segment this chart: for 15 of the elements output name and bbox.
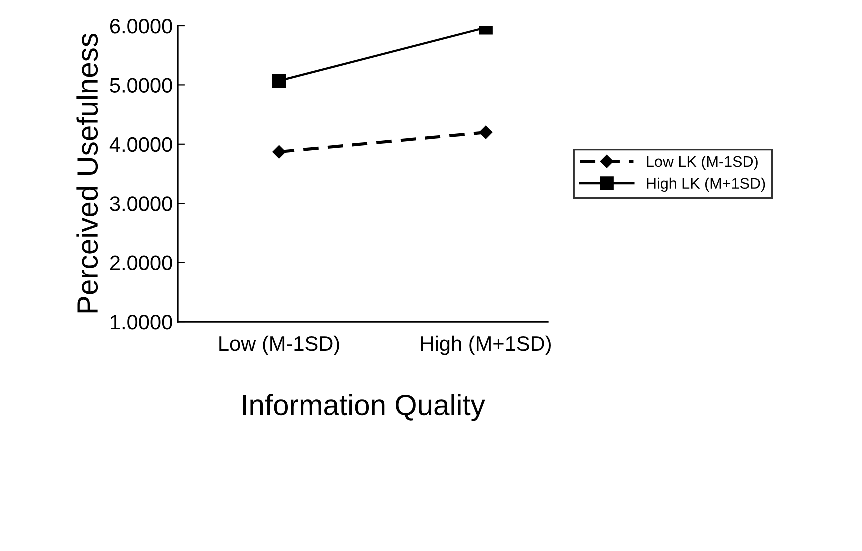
y-tick-label: 5.0000 <box>110 78 172 93</box>
x-axis-title: Information Quality <box>243 394 486 422</box>
point <box>272 146 286 159</box>
x-tick-label: High (M+1SD) <box>421 336 551 356</box>
point <box>479 126 493 140</box>
y-tick-label: 3.0000 <box>110 196 172 212</box>
y-axis-title: Perceived Usefulness <box>76 34 98 313</box>
y-tick-label: 1.0000 <box>111 315 172 330</box>
legend-label: Low LK (M-1SD) <box>647 156 758 170</box>
point <box>272 74 286 88</box>
y-tick-label: 2.0000 <box>110 256 172 271</box>
y-tick-label: 6.0000 <box>110 19 172 34</box>
y-tick-label: 4.0000 <box>110 137 172 152</box>
x-tick-label: Low (M-1SD) <box>220 336 340 356</box>
legend-label: High LK (M+1SD) <box>647 178 766 192</box>
